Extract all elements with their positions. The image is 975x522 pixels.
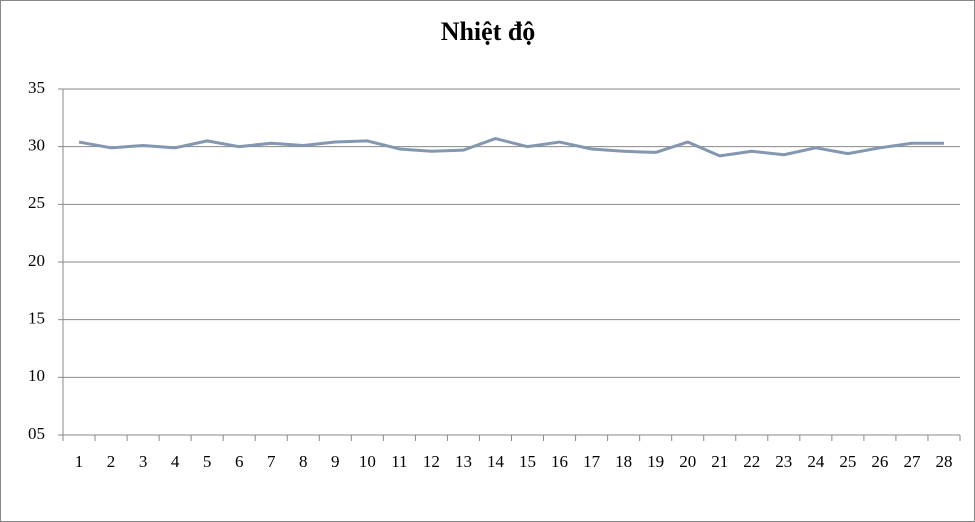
y-tick-label: 05 xyxy=(28,424,45,443)
x-tick-label: 10 xyxy=(359,452,376,471)
y-tick-label: 10 xyxy=(28,366,45,385)
chart-title: Nhiệt độ xyxy=(441,17,536,46)
x-tick-label: 16 xyxy=(551,452,568,471)
x-tick-label: 3 xyxy=(139,452,148,471)
x-tick-label: 5 xyxy=(203,452,212,471)
x-tick-label: 7 xyxy=(267,452,276,471)
x-tick-label: 20 xyxy=(679,452,696,471)
x-tick-label: 12 xyxy=(423,452,440,471)
data-line xyxy=(78,137,944,158)
x-tick-label: 2 xyxy=(107,452,116,471)
y-tick-label: 35 xyxy=(28,78,45,97)
y-tick-label: 20 xyxy=(28,251,45,270)
x-tick-label: 28 xyxy=(935,452,952,471)
x-tick-label: 14 xyxy=(487,452,505,471)
x-tick-label: 18 xyxy=(615,452,632,471)
x-tick-label: 21 xyxy=(711,452,728,471)
x-tick-label: 1 xyxy=(75,452,84,471)
x-tick-label: 19 xyxy=(647,452,664,471)
y-tick-label: 30 xyxy=(28,136,45,155)
x-tick-label: 4 xyxy=(171,452,180,471)
x-tick-label: 26 xyxy=(871,452,888,471)
x-tick-label: 6 xyxy=(235,452,244,471)
x-tick-label: 25 xyxy=(839,452,856,471)
x-tick-label: 9 xyxy=(331,452,340,471)
x-tick-label: 15 xyxy=(519,452,536,471)
x-tick-label: 13 xyxy=(455,452,472,471)
x-tick-label: 27 xyxy=(903,452,921,471)
x-tick-label: 23 xyxy=(775,452,792,471)
x-tick-label: 8 xyxy=(299,452,308,471)
x-tick-label: 24 xyxy=(807,452,825,471)
x-tick-label: 22 xyxy=(743,452,760,471)
y-tick-label: 15 xyxy=(28,309,45,328)
x-tick-label: 11 xyxy=(391,452,407,471)
y-tick-label: 25 xyxy=(28,193,45,212)
x-tick-label: 17 xyxy=(583,452,601,471)
